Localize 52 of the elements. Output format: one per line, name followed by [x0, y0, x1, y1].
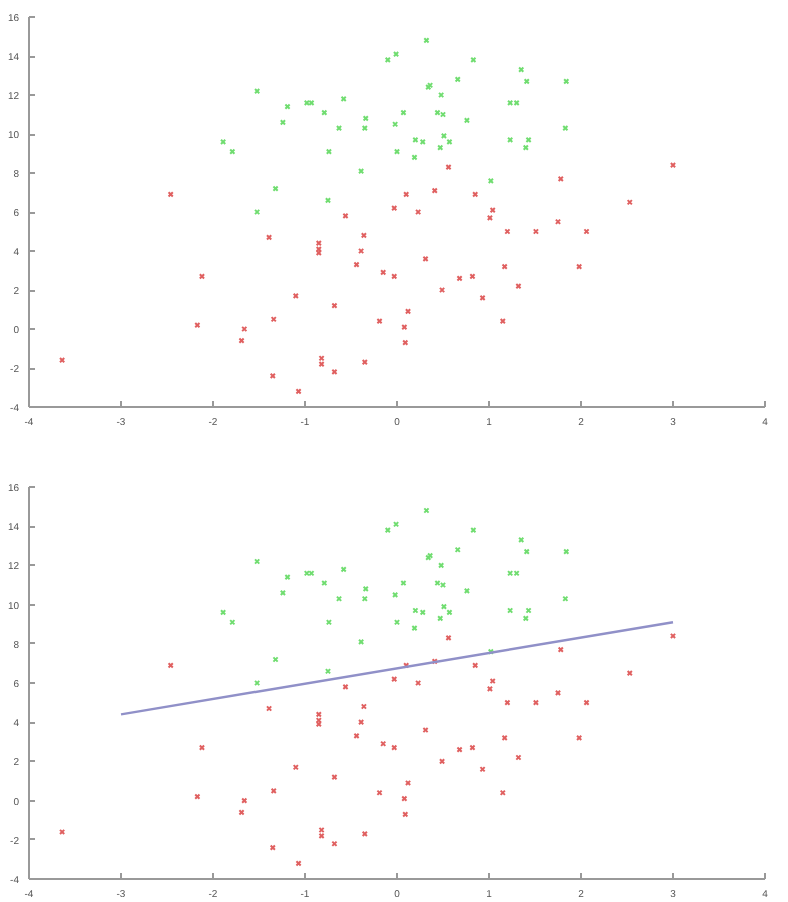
point — [440, 132, 448, 140]
point — [576, 734, 583, 741]
point — [315, 240, 322, 247]
point — [463, 587, 471, 594]
point — [392, 121, 399, 128]
point — [392, 521, 400, 528]
point — [220, 138, 227, 145]
point — [254, 87, 261, 95]
point — [669, 632, 677, 640]
point — [358, 167, 365, 175]
point — [415, 208, 422, 216]
point — [507, 99, 514, 106]
point — [59, 828, 66, 836]
point — [324, 668, 332, 675]
point — [358, 719, 365, 726]
point — [362, 585, 369, 593]
point — [279, 119, 287, 126]
point — [335, 125, 343, 132]
point — [486, 214, 494, 221]
point — [507, 136, 514, 143]
point — [439, 581, 447, 589]
point — [325, 619, 333, 626]
point — [392, 50, 400, 58]
point — [669, 162, 677, 169]
point — [361, 125, 368, 132]
point — [358, 638, 365, 645]
point — [59, 357, 66, 364]
point — [361, 830, 368, 838]
point — [518, 536, 525, 544]
point — [358, 247, 365, 255]
point — [404, 779, 412, 787]
point — [499, 318, 506, 325]
point — [438, 91, 445, 99]
point — [557, 175, 564, 182]
point — [279, 589, 287, 596]
point — [391, 204, 398, 212]
point — [361, 359, 368, 366]
point — [384, 56, 391, 64]
point — [554, 689, 562, 696]
point — [438, 286, 446, 294]
point — [269, 372, 276, 379]
point — [392, 591, 399, 598]
point — [384, 527, 391, 534]
point — [292, 292, 299, 299]
point — [254, 208, 261, 216]
point — [393, 619, 401, 626]
point — [507, 570, 514, 577]
point — [391, 675, 398, 683]
point — [486, 685, 494, 692]
point — [254, 679, 261, 687]
point — [487, 177, 494, 184]
point — [415, 679, 422, 687]
